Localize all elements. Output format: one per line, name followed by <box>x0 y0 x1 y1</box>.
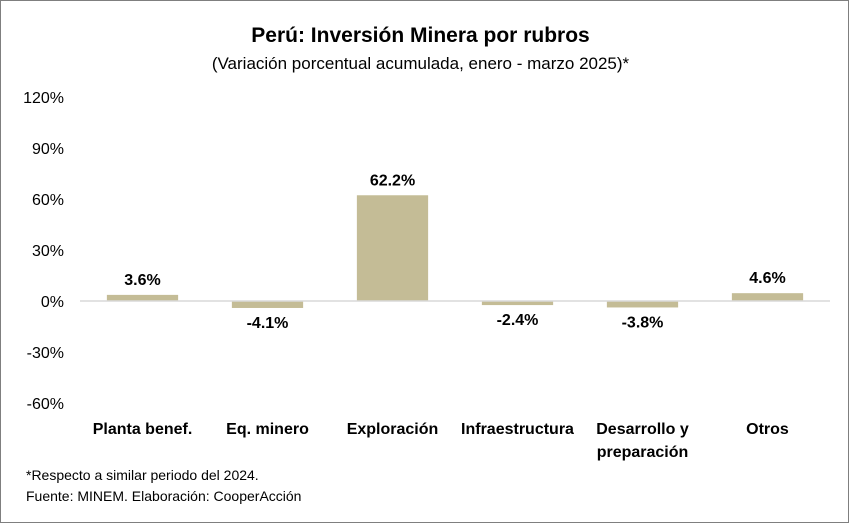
bar <box>106 294 179 301</box>
footnote: *Respecto a similar periodo del 2024. <box>26 467 259 483</box>
x-tick-label: Eq. minero <box>226 421 309 438</box>
x-tick-label: Desarrollo y <box>596 421 689 438</box>
bar <box>481 301 554 306</box>
data-label: -2.4% <box>497 312 539 329</box>
source-note: Fuente: MINEM. Elaboración: CooperAcción <box>26 488 302 504</box>
bar <box>731 293 804 301</box>
bar <box>231 301 304 308</box>
x-axis-labels: Planta benef. Eq. minero Exploración Infrae… <box>93 421 789 461</box>
data-labels: 3.6% -4.1% 62.2% -2.4% -3.8% 4.6% <box>124 172 785 332</box>
y-tick-label: 120% <box>23 90 64 107</box>
data-label: -4.1% <box>247 315 289 332</box>
y-tick-label: -30% <box>27 345 64 362</box>
chart-subtitle: (Variación porcentual acumulada, enero -… <box>211 54 630 73</box>
bar <box>606 301 679 308</box>
y-tick-label: 30% <box>32 243 64 260</box>
data-label: 4.6% <box>749 270 785 287</box>
y-tick-label: 90% <box>32 141 64 158</box>
x-tick-label: Exploración <box>347 421 439 438</box>
x-tick-label: Infraestructura <box>461 421 574 438</box>
bars <box>106 195 804 308</box>
y-tick-label: 60% <box>32 192 64 209</box>
x-tick-label: Planta benef. <box>93 421 193 438</box>
data-label: 3.6% <box>124 272 160 289</box>
chart-title: Perú: Inversión Minera por rubros <box>251 24 590 47</box>
x-tick-label: preparación <box>597 444 689 461</box>
x-tick-label: Otros <box>746 421 789 438</box>
y-axis-labels: 120% 90% 60% 30% 0% -30% -60% <box>23 90 64 413</box>
bar <box>356 195 429 301</box>
data-label: 62.2% <box>370 172 415 189</box>
y-tick-label: -60% <box>27 396 64 413</box>
data-label: -3.8% <box>622 314 664 331</box>
y-tick-label: 0% <box>41 294 64 311</box>
